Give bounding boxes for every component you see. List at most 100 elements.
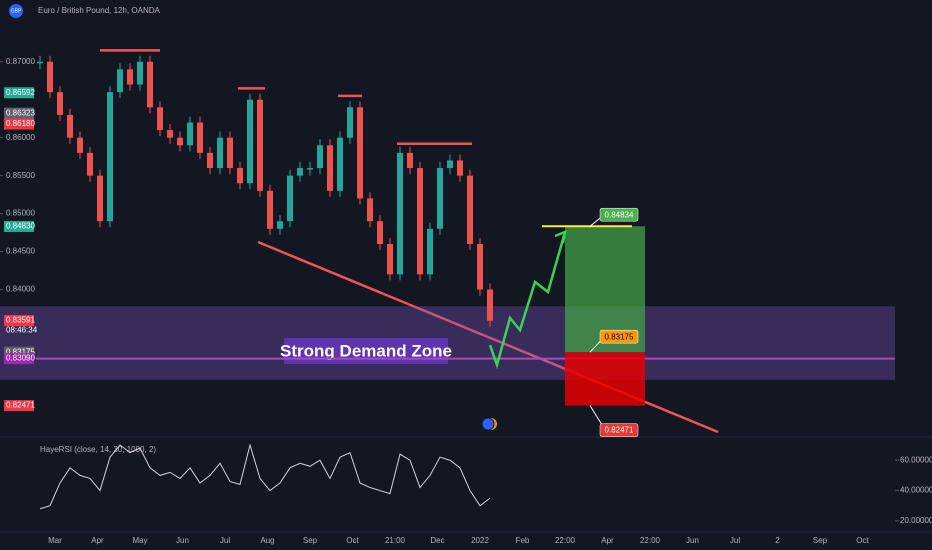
- y-tick-label: 0.85500: [6, 171, 35, 180]
- symbol-icon-text: GBP: [11, 8, 22, 14]
- loss-zone: [565, 352, 645, 406]
- candle: [207, 152, 213, 169]
- candle: [137, 61, 143, 85]
- candle: [37, 61, 43, 64]
- price-badge-label: 0.82471: [6, 401, 35, 410]
- y-tick-label: 0.84000: [6, 285, 35, 294]
- position-badge-label: 0.82471: [605, 426, 634, 435]
- x-tick-label: Sep: [813, 536, 828, 545]
- candle: [287, 175, 293, 222]
- price-badge: [4, 221, 34, 233]
- candle: [117, 69, 123, 93]
- indicator-tick-label: 40.00000: [900, 486, 932, 495]
- candle: [247, 99, 253, 184]
- candle: [47, 61, 53, 93]
- candle: [487, 289, 493, 321]
- candle: [307, 168, 313, 170]
- x-tick-label: Jun: [176, 536, 189, 545]
- candle: [377, 221, 383, 244]
- candle: [387, 243, 393, 275]
- candle: [167, 130, 173, 138]
- x-tick-label: 22:00: [555, 536, 576, 545]
- price-badge-label: 0.84830: [6, 222, 35, 231]
- arrow-head: [554, 230, 567, 244]
- y-tick-label: 0.87000: [6, 57, 35, 66]
- price-badge-label: 0.86592: [6, 88, 35, 97]
- x-tick-label: Oct: [346, 536, 359, 545]
- x-tick-label: Oct: [856, 536, 869, 545]
- indicator-title: HayeRSI (close, 14, 30, 1000, 2): [40, 445, 156, 454]
- projection-arrow: [488, 231, 567, 370]
- candle: [347, 107, 353, 138]
- event-icon: [481, 417, 495, 431]
- candle: [317, 145, 323, 169]
- x-tick-label: Dec: [430, 536, 444, 545]
- price-badge-label: 0.86180: [6, 119, 35, 128]
- candle: [67, 114, 73, 138]
- candle: [417, 168, 423, 275]
- x-tick-label: 21:00: [385, 536, 406, 545]
- position-badge-label: 0.83175: [605, 332, 634, 341]
- x-tick-label: Mar: [48, 536, 62, 545]
- x-tick-label: May: [132, 536, 147, 545]
- candle: [157, 107, 163, 131]
- candle: [177, 137, 183, 146]
- candle: [127, 69, 133, 85]
- x-tick-label: Apr: [91, 536, 104, 545]
- y-tick-label: 0.85000: [6, 209, 35, 218]
- chart-title: Euro / British Pound, 12h, OANDA: [38, 6, 161, 15]
- candle: [147, 61, 153, 108]
- price-badge: [4, 315, 34, 327]
- x-tick-label: Jul: [220, 536, 230, 545]
- candle: [197, 122, 203, 153]
- y-tick-label: 0.84500: [6, 247, 35, 256]
- position-badge-label: 0.84834: [605, 210, 634, 219]
- candle: [237, 168, 243, 184]
- countdown: 08:46:34: [6, 326, 38, 335]
- candle: [367, 198, 373, 222]
- candle: [107, 92, 113, 222]
- x-tick-label: Apr: [601, 536, 614, 545]
- candle: [227, 137, 233, 169]
- price-badge: [4, 107, 34, 119]
- candle: [327, 145, 333, 191]
- rsi-line: [39, 443, 491, 510]
- candle: [97, 175, 103, 222]
- position-badge: [599, 207, 639, 222]
- candle: [437, 168, 443, 229]
- x-tick-label: Jul: [730, 536, 740, 545]
- candle: [467, 175, 473, 244]
- price-badge: [4, 400, 34, 412]
- x-tick-label: 2022: [471, 536, 489, 545]
- candle: [407, 152, 413, 169]
- candle: [477, 243, 483, 290]
- price-badge: [4, 87, 34, 99]
- candle: [257, 99, 263, 191]
- price-badge-label: 0.83591: [6, 316, 35, 325]
- x-tick-label: Sep: [303, 536, 318, 545]
- zone-label-bg: [284, 338, 448, 364]
- indicator-tick-label: 60.00000: [900, 455, 932, 464]
- candle: [447, 160, 453, 169]
- price-badge-label: 0.83175: [6, 347, 35, 356]
- position-badge: [599, 423, 639, 437]
- price-badge: [4, 118, 34, 130]
- candle: [357, 107, 363, 199]
- candle: [187, 122, 193, 146]
- candle: [87, 152, 93, 176]
- candle: [427, 228, 433, 275]
- symbol-icon: [9, 4, 23, 18]
- candle: [277, 221, 283, 229]
- zone-label: Strong Demand Zone: [280, 341, 452, 360]
- price-badge-label: 0.86323: [6, 108, 35, 117]
- candle: [77, 137, 83, 153]
- candle: [337, 137, 343, 191]
- candle: [457, 160, 463, 176]
- candle: [57, 92, 63, 115]
- indicator-tick-label: 20.00000: [900, 516, 932, 525]
- candle: [267, 190, 273, 229]
- candle: [397, 152, 403, 275]
- price-badge: [4, 346, 34, 358]
